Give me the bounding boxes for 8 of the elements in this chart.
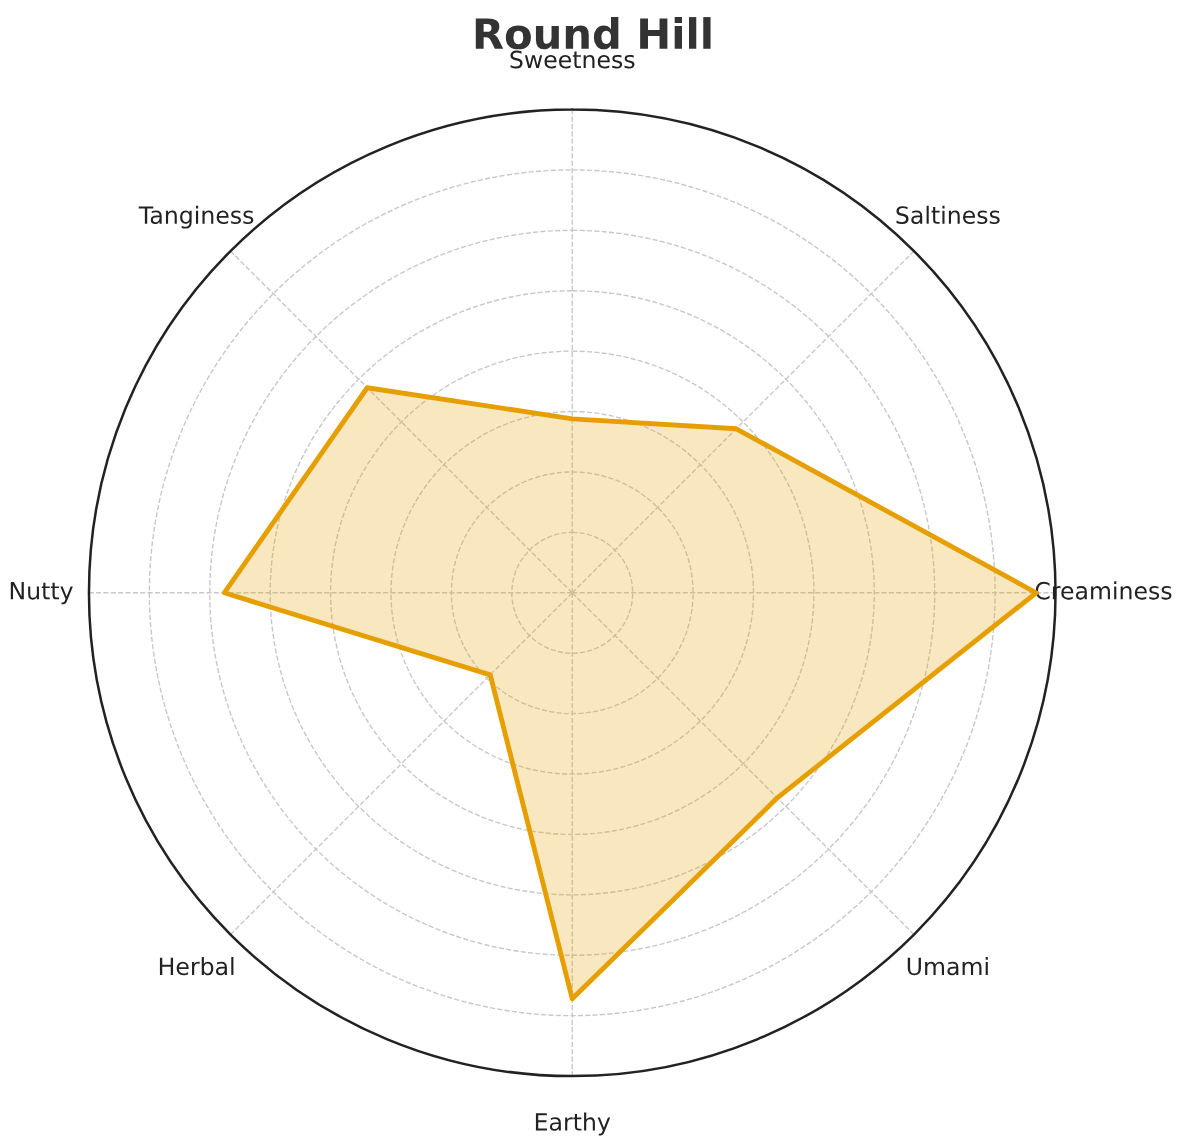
spoke-label: Herbal: [159, 957, 234, 976]
spoke-label: Earthy: [535, 1112, 611, 1136]
spoke-label: Umami: [907, 957, 988, 976]
chart-title: Round Hill: [475, 17, 711, 50]
spoke-label: Saltiness: [896, 205, 1000, 225]
spoke-label: Nutty: [10, 582, 73, 605]
spoke-label: Tanginess: [138, 205, 254, 229]
spoke-label: Sweetness: [510, 50, 635, 69]
